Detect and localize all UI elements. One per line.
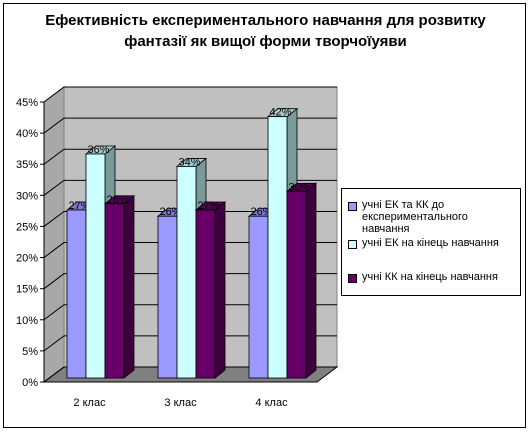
chart-title: Ефективність експериментального навчання…: [0, 10, 531, 52]
chart-legend: учні ЕК та КК до експериментального навч…: [341, 188, 521, 296]
chart-title-line-1: Ефективність експериментального навчання…: [45, 12, 486, 29]
legend-swatch-before: [348, 202, 357, 211]
legend-item-kk-end: учні КК на кінець навчання: [348, 271, 522, 283]
legend-swatch-kk-end: [348, 274, 357, 283]
legend-swatch-ek-end: [348, 240, 357, 249]
legend-item-before: учні ЕК та КК до експериментального навч…: [348, 199, 512, 235]
legend-label-before: учні ЕК та КК до експериментального навч…: [362, 199, 468, 235]
legend-item-ek-end: учні ЕК на кінець навчання: [348, 237, 522, 249]
chart-title-line-2: фантазії як вищої форми творчоїуяви: [124, 33, 407, 50]
legend-label-ek-end: учні ЕК на кінець навчання: [362, 237, 499, 249]
legend-label-kk-end: учні КК на кінець навчання: [362, 271, 498, 283]
